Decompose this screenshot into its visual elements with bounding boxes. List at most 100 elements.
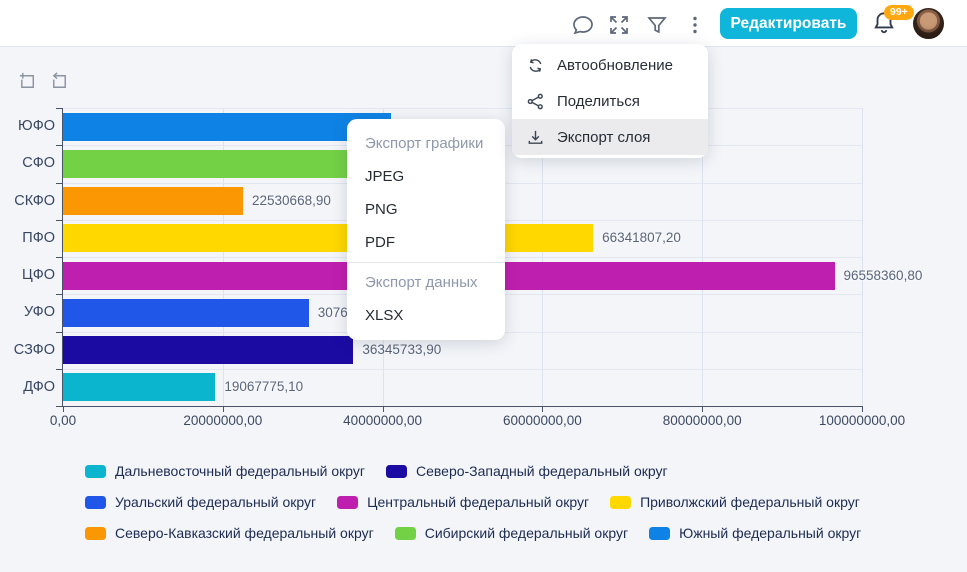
legend-label: Южный федеральный округ bbox=[679, 525, 862, 541]
legend-item[interactable]: Сибирский федеральный округ bbox=[394, 525, 628, 541]
category-label: СЗФО bbox=[13, 341, 55, 358]
submenu-item-pdf[interactable]: PDF bbox=[365, 234, 395, 251]
submenu-item-xlsx[interactable]: XLSX bbox=[365, 307, 404, 324]
x-axis-tick-label: 60000000,00 bbox=[502, 413, 582, 428]
menu-item-label: Автообновление bbox=[557, 56, 673, 74]
legend-label: Северо-Западный федеральный округ bbox=[415, 463, 668, 479]
legend-item[interactable]: Дальневосточный федеральный округ bbox=[85, 463, 365, 479]
expand-icon[interactable] bbox=[607, 13, 631, 37]
gridline-horizontal bbox=[63, 108, 862, 109]
chart-bar[interactable] bbox=[63, 224, 594, 253]
chart-bar[interactable] bbox=[63, 336, 354, 364]
zoom-reset-icon[interactable] bbox=[49, 71, 70, 92]
chart-bar[interactable] bbox=[63, 187, 244, 215]
legend-label: Уральский федеральный округ bbox=[115, 494, 317, 510]
category-label: ЮФО bbox=[18, 118, 55, 134]
zoom-select-icon[interactable] bbox=[18, 71, 39, 92]
category-label: ПФО bbox=[22, 229, 55, 246]
value-label: 66341807,20 bbox=[602, 230, 681, 246]
x-axis-tick-label: 0,00 bbox=[49, 413, 77, 428]
legend-marker bbox=[610, 495, 632, 509]
x-axis-tick-label: 40000000,00 bbox=[343, 413, 423, 428]
refresh-icon bbox=[526, 56, 545, 75]
menu-item-label: Экспорт слоя bbox=[557, 128, 651, 146]
submenu-divider bbox=[347, 262, 505, 263]
x-axis-tick bbox=[862, 407, 863, 412]
legend-label: Приволжский федеральный округ bbox=[640, 494, 860, 510]
y-axis-tick bbox=[56, 108, 62, 109]
y-axis-tick bbox=[56, 406, 62, 407]
menu-item-share[interactable]: Поделиться bbox=[512, 83, 708, 119]
legend-item[interactable]: Уральский федеральный округ bbox=[85, 494, 316, 510]
x-axis-tick-label: 80000000,00 bbox=[662, 413, 742, 428]
submenu-item-png[interactable]: PNG bbox=[365, 201, 398, 218]
avatar[interactable] bbox=[913, 8, 944, 39]
legend-marker bbox=[337, 495, 359, 509]
legend-item[interactable]: Северо-Западный федеральный округ bbox=[385, 463, 668, 479]
value-label: 19067775,10 bbox=[224, 379, 304, 395]
x-axis-tick bbox=[702, 407, 704, 412]
y-axis-tick bbox=[56, 368, 62, 370]
category-label: ЦФО bbox=[21, 267, 55, 283]
submenu-section-header: Экспорт графики bbox=[365, 135, 484, 152]
value-label: 36345733,90 bbox=[362, 342, 442, 357]
gridline-vertical bbox=[862, 108, 863, 406]
y-axis-tick bbox=[56, 182, 62, 184]
category-label: СКФО bbox=[14, 192, 55, 209]
menu-item-label: Поделиться bbox=[557, 92, 640, 110]
legend-marker bbox=[394, 526, 416, 540]
y-axis-tick bbox=[56, 257, 62, 258]
legend-marker bbox=[85, 526, 106, 540]
category-label: СФО bbox=[22, 155, 55, 172]
edit-button[interactable]: Редактировать bbox=[720, 8, 857, 39]
notification-badge: 99+ bbox=[884, 5, 914, 20]
chart-toolbox bbox=[18, 71, 70, 92]
submenu-item-jpeg[interactable]: JPEG bbox=[365, 168, 405, 185]
layer-actions-menu: Автообновление Поделиться Экспорт слоя bbox=[512, 44, 708, 158]
menu-item-export-layer[interactable]: Экспорт слоя bbox=[512, 119, 708, 155]
x-axis-tick bbox=[63, 407, 64, 412]
x-axis-tick bbox=[222, 407, 224, 412]
legend-label: Северо-Кавказский федеральный округ bbox=[115, 525, 374, 541]
legend-row: Северо-Кавказский федеральный округ Сибир… bbox=[85, 524, 861, 542]
category-label: ДФО bbox=[23, 378, 55, 395]
chart-bar[interactable] bbox=[63, 298, 309, 327]
legend-label: Центральный федеральный округ bbox=[367, 494, 590, 510]
x-axis-tick bbox=[382, 407, 384, 412]
legend-marker bbox=[649, 526, 671, 540]
y-axis-tick bbox=[56, 145, 62, 147]
value-label: 96558360,80 bbox=[843, 267, 923, 283]
chart-bar[interactable] bbox=[63, 149, 347, 178]
x-axis-tick-label: 20000000,00 bbox=[183, 413, 263, 428]
chart-bar[interactable] bbox=[63, 112, 391, 141]
y-axis-tick bbox=[56, 294, 62, 296]
top-toolbar: Редактировать 99+ bbox=[0, 0, 967, 47]
legend-item[interactable]: Центральный федеральный округ bbox=[337, 494, 589, 510]
legend-label: Дальневосточный федеральный округ bbox=[115, 463, 365, 479]
y-axis-line bbox=[62, 108, 63, 406]
notifications-bell[interactable]: 99+ bbox=[871, 5, 914, 39]
x-axis-line bbox=[62, 406, 863, 407]
share-icon bbox=[526, 92, 545, 111]
filter-icon[interactable] bbox=[645, 13, 669, 37]
y-axis-tick bbox=[56, 219, 62, 221]
legend-item[interactable]: Приволжский федеральный округ bbox=[610, 494, 860, 510]
kebab-menu-icon[interactable] bbox=[683, 13, 707, 37]
legend-marker bbox=[85, 495, 106, 509]
x-axis-tick-label: 100000000,00 bbox=[818, 413, 906, 428]
menu-item-auto-refresh[interactable]: Автообновление bbox=[512, 47, 708, 83]
export-submenu: Экспорт графики JPEG PNG PDF Экспорт данных X… bbox=[347, 119, 505, 340]
chart-bar[interactable] bbox=[63, 373, 216, 402]
legend-marker bbox=[385, 464, 407, 478]
submenu-section-header: Экспорт данных bbox=[365, 274, 478, 291]
value-label: 3076 bbox=[317, 304, 348, 320]
legend-row: Уральский федеральный округ Центральный ф… bbox=[85, 493, 860, 511]
legend-item[interactable]: Северо-Кавказский федеральный округ bbox=[85, 525, 374, 541]
download-icon bbox=[526, 128, 545, 147]
x-axis-tick bbox=[542, 407, 544, 412]
legend-marker bbox=[85, 464, 106, 478]
value-label: 22530668,90 bbox=[252, 193, 331, 208]
category-label: УФО bbox=[23, 304, 55, 321]
legend-item[interactable]: Южный федеральный округ bbox=[649, 525, 861, 541]
comment-icon[interactable] bbox=[571, 13, 595, 37]
